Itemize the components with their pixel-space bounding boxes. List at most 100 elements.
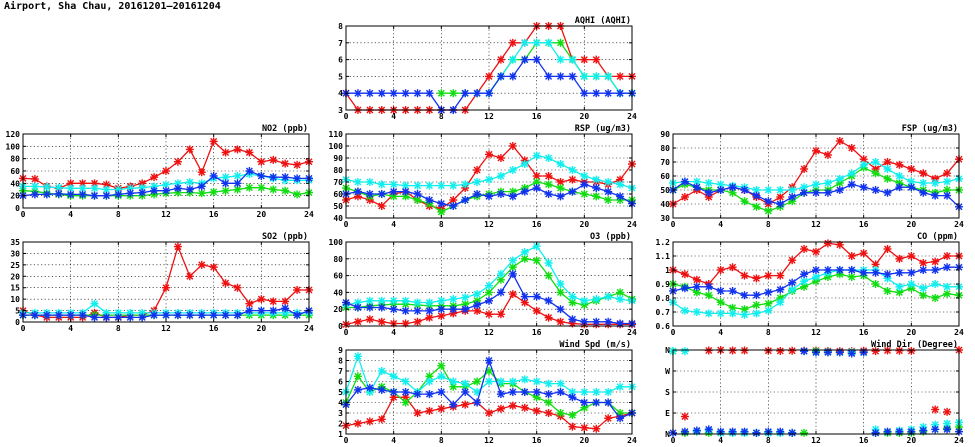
x-tick-label: 8 — [116, 324, 121, 333]
y-tick-label: 4 — [338, 399, 343, 408]
chart-title: FSP (ug/m3) — [902, 124, 958, 134]
series-3 — [342, 151, 636, 192]
series-2 — [437, 38, 636, 98]
x-tick-label: 16 — [532, 436, 542, 445]
chart-title: Wind Spd (m/s) — [559, 339, 631, 350]
x-tick-label: 20 — [257, 324, 267, 333]
chart-title: SO2 (ppb) — [262, 232, 308, 242]
y-tick-label: 1 — [338, 430, 343, 439]
y-tick-label: 60 — [333, 272, 343, 281]
x-tick-label: 24 — [304, 324, 314, 333]
series-3 — [473, 38, 636, 98]
y-tick-label: S — [665, 388, 670, 397]
x-tick-label: 0 — [21, 210, 26, 219]
plot-frame — [345, 25, 633, 111]
chart-o3: 0 4 8 12 16 20 24 0 20 40 60 80 100 O3 (ppb) — [329, 232, 637, 337]
chart-co: 0 4 8 12 16 20 24 0.6 0.7 0.8 0.9 1 1.1 1.2 CO (ppm) — [656, 232, 964, 337]
y-tick-label: N — [665, 346, 670, 355]
y-tick-label: 35 — [10, 238, 20, 247]
y-tick-label: 90 — [660, 130, 670, 139]
x-tick-label: 8 — [116, 210, 121, 219]
chart-title: RSP (ug/m3) — [575, 124, 631, 134]
y-tick-label: 80 — [10, 155, 20, 164]
x-tick-label: 4 — [68, 324, 73, 333]
y-tick-label: 9 — [338, 346, 343, 355]
y-tick-label: 70 — [660, 158, 670, 167]
x-tick-label: 0 — [344, 328, 349, 337]
y-tick-label: 90 — [333, 154, 343, 163]
y-tick-label: 70 — [333, 178, 343, 187]
x-tick-label: 20 — [580, 220, 590, 229]
y-tick-label: 0 — [15, 318, 20, 327]
x-tick-label: 8 — [766, 220, 771, 229]
y-tick-label: 25 — [10, 261, 20, 270]
chart-aqhi: 0 4 8 12 16 20 24 3 4 5 6 7 8 AQHI (AQHI) — [338, 16, 637, 121]
y-tick-label: 4 — [338, 89, 343, 98]
x-tick-label: 0 — [671, 220, 676, 229]
x-tick-label: 12 — [484, 112, 494, 121]
x-tick-label: 20 — [580, 436, 590, 445]
series-4 — [669, 263, 963, 300]
x-tick-label: 12 — [161, 324, 171, 333]
y-tick-label: 0 — [338, 322, 343, 331]
y-tick-label: 100 — [329, 142, 344, 151]
y-tick-label: 0.6 — [656, 322, 671, 331]
x-tick-label: 24 — [627, 220, 637, 229]
series-1 — [669, 137, 963, 208]
x-tick-label: 20 — [907, 220, 917, 229]
y-tick-label: 3 — [338, 409, 343, 418]
y-tick-label: 80 — [333, 166, 343, 175]
y-tick-label: 40 — [660, 200, 670, 209]
x-tick-label: 12 — [811, 328, 821, 337]
series-line — [345, 25, 632, 111]
chart-title: AQHI (AQHI) — [575, 16, 631, 26]
series-1 — [342, 22, 636, 114]
y-tick-label: 5 — [15, 307, 20, 316]
series-4 — [19, 304, 313, 322]
y-tick-label: 6 — [338, 378, 343, 387]
x-tick-label: 0 — [344, 436, 349, 445]
y-tick-label: 7 — [338, 367, 343, 376]
x-tick-label: 16 — [532, 112, 542, 121]
y-tick-label: 60 — [10, 167, 20, 176]
x-tick-label: 4 — [391, 328, 396, 337]
x-tick-label: 16 — [209, 210, 219, 219]
y-tick-label: 100 — [329, 238, 344, 247]
chart-fsp: 0 4 8 12 16 20 24 30 40 50 60 70 80 90 FSP (ug/m3) — [660, 124, 964, 229]
y-tick-label: 3 — [338, 106, 343, 115]
chart-title: O3 (ppb) — [590, 232, 631, 242]
y-tick-label: E — [665, 409, 670, 418]
y-tick-label: 30 — [10, 249, 20, 258]
x-tick-label: 4 — [718, 328, 723, 337]
series-line — [477, 42, 632, 94]
x-tick-label: 20 — [257, 210, 267, 219]
x-tick-label: 16 — [532, 328, 542, 337]
y-tick-label: N — [665, 430, 670, 439]
y-tick-label: 1.2 — [656, 238, 671, 247]
x-tick-label: 20 — [580, 112, 590, 121]
x-tick-label: 4 — [718, 436, 723, 445]
y-tick-label: 120 — [6, 130, 21, 139]
y-tick-label: 1.1 — [656, 252, 671, 261]
plot-frame — [672, 133, 960, 219]
y-tick-label: 40 — [333, 214, 343, 223]
series-1 — [342, 393, 636, 433]
x-tick-label: 20 — [580, 328, 590, 337]
x-tick-label: 0 — [671, 436, 676, 445]
chart-title: Wind Dir (Degree) — [871, 339, 958, 350]
y-tick-label: 8 — [338, 22, 343, 31]
y-tick-label: 2 — [338, 420, 343, 429]
y-tick-label: 1 — [665, 266, 670, 275]
x-tick-label: 4 — [718, 220, 723, 229]
chart-rsp: 0 4 8 12 16 20 24 40 50 60 70 80 90 100 110 RSP (ug/m3) — [329, 124, 637, 229]
y-tick-label: 7 — [338, 39, 343, 48]
x-tick-label: 24 — [627, 328, 637, 337]
series-3 — [342, 242, 636, 309]
y-tick-label: 110 — [329, 130, 344, 139]
y-tick-label: 50 — [333, 202, 343, 211]
y-tick-label: 0.8 — [656, 294, 671, 303]
x-tick-label: 8 — [439, 328, 444, 337]
y-tick-label: 100 — [6, 142, 21, 151]
x-tick-label: 0 — [671, 328, 676, 337]
